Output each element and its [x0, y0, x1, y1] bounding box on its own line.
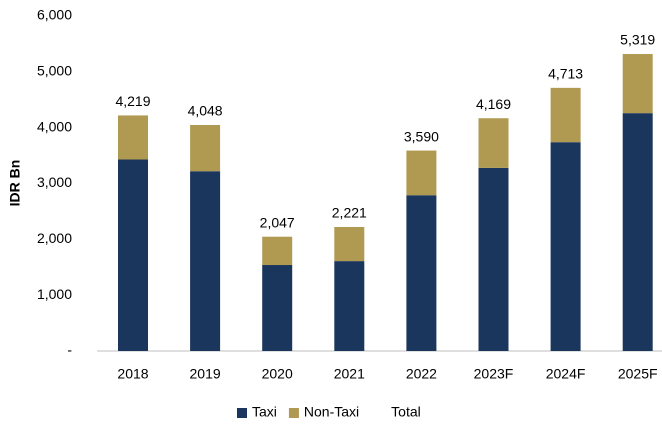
bar-segment — [334, 226, 365, 262]
bar-segment — [262, 265, 293, 351]
x-tick-label: 2020 — [262, 366, 293, 382]
y-axis-label: IDR Bn — [7, 160, 23, 207]
bar-segment — [118, 115, 148, 160]
bar-segment — [190, 171, 221, 351]
bar-segment — [334, 261, 365, 351]
legend-label: Non-Taxi — [304, 404, 359, 420]
x-tick-label: 2022 — [406, 366, 437, 382]
data-label: 2,221 — [332, 205, 367, 221]
legend-swatch — [288, 408, 299, 418]
bar-segment — [190, 124, 221, 172]
y-tick-label: - — [67, 342, 72, 358]
x-tick-label: 2023F — [474, 366, 514, 382]
bar-segment — [622, 54, 653, 114]
legend-swatch — [237, 408, 247, 418]
y-tick-label: 5,000 — [37, 63, 72, 79]
y-tick-label: 4,000 — [37, 118, 72, 134]
y-tick-label: 2,000 — [37, 230, 72, 246]
bar-segment — [406, 195, 437, 351]
data-label: 4,169 — [476, 96, 511, 112]
bar-segment — [118, 159, 148, 351]
x-tick-label: 2018 — [117, 366, 148, 382]
data-label: 4,219 — [115, 93, 150, 109]
x-tick-label: 2025F — [618, 366, 658, 382]
x-tick-label: 2024F — [546, 366, 586, 382]
data-label: 4,713 — [548, 66, 583, 82]
y-tick-label: 3,000 — [37, 174, 72, 190]
bar-segment — [622, 113, 653, 352]
data-label: 5,319 — [620, 32, 655, 48]
y-tick-label: 6,000 — [37, 7, 72, 23]
bar-segment — [550, 87, 581, 143]
data-label: 3,590 — [404, 128, 439, 144]
bar-segment — [478, 118, 509, 168]
bar-segment — [406, 150, 437, 196]
legend-label: Total — [391, 404, 421, 420]
y-tick-label: 1,000 — [37, 286, 72, 302]
data-label: 4,048 — [188, 103, 223, 119]
data-label: 2,047 — [260, 214, 295, 230]
bar-segment — [478, 167, 509, 351]
bar-segment — [550, 142, 581, 351]
bar-segment — [262, 236, 293, 266]
x-tick-label: 2021 — [334, 366, 365, 382]
legend-label: Taxi — [252, 404, 277, 420]
x-tick-label: 2019 — [190, 366, 221, 382]
